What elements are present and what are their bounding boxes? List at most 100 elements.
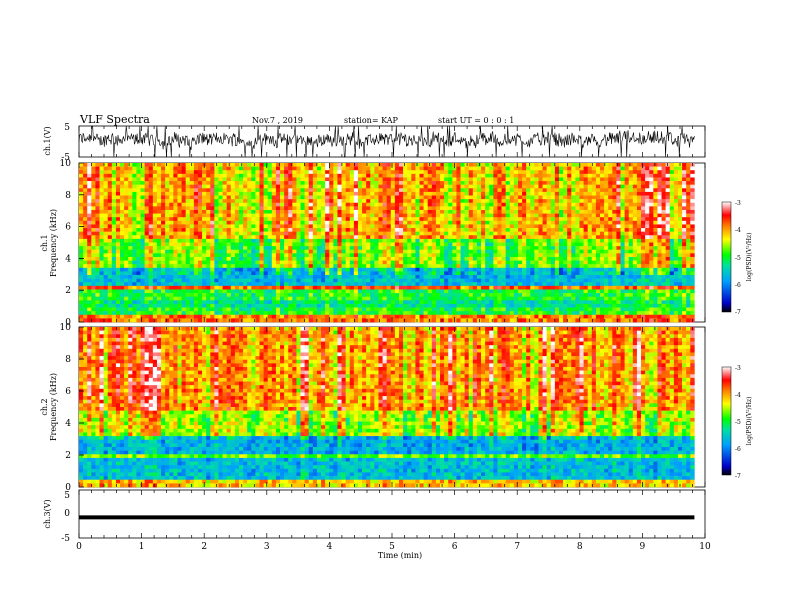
ch1-spectrogram-cell — [485, 249, 490, 254]
ch1-spectrogram-cell — [517, 249, 523, 254]
ch1-spectrogram-cell — [243, 188, 248, 193]
ch1-spectrogram-cell — [620, 256, 625, 261]
ch1-spectrogram-cell — [485, 224, 490, 229]
ch1-spectrogram-cell — [300, 173, 305, 178]
ch1-spectrogram-cell — [636, 235, 642, 240]
ch1-spectrogram-cell — [378, 238, 383, 243]
ch1-spectrogram-cell — [161, 224, 166, 229]
ch1-spectrogram-cell — [79, 235, 84, 240]
ch1-spectrogram-cell — [362, 163, 367, 167]
ch1-spectrogram-cell — [534, 209, 539, 214]
ch1-spectrogram-cell — [624, 209, 630, 214]
ch1-spectrogram-cell — [87, 264, 92, 269]
ch1-spectrogram-cell — [460, 246, 465, 251]
ch1-spectrogram-cell — [353, 209, 359, 214]
ch1-spectrogram-cell — [624, 238, 630, 243]
ch1-spectrogram-cell — [563, 224, 568, 229]
ch1-spectrogram-cell — [554, 202, 560, 207]
ch1-spectrogram-cell — [472, 177, 478, 182]
ch1-spectrogram-cell — [103, 220, 109, 225]
ch1-spectrogram-cell — [563, 220, 568, 225]
ch1-spectrogram-cell — [185, 166, 191, 171]
ch1-spectrogram-cell — [247, 238, 252, 243]
ch1-spectrogram-cell — [460, 249, 465, 254]
ch1-spectrogram-cell — [91, 191, 96, 196]
ch1-spectrogram-cell — [538, 235, 543, 240]
ch1-spectrogram-cell — [407, 271, 412, 276]
ch1-spectrogram-cell — [489, 249, 494, 254]
ch1-spectrogram-cell — [591, 184, 597, 189]
ch1-spectrogram-cell — [263, 220, 269, 225]
ch1-spectrogram-cell — [649, 228, 654, 232]
ch1-spectrogram-cell — [513, 264, 519, 269]
ch1-spectrogram-cell — [563, 177, 568, 182]
ch1-spectrogram-cell — [120, 242, 125, 247]
ch1-spectrogram-cell — [440, 220, 445, 225]
ch1-spectrogram-cell — [230, 209, 236, 214]
ch1-spectrogram-cell — [563, 228, 568, 232]
ch1-spectrogram-cell — [686, 217, 691, 222]
ch1-spectrogram-cell — [657, 235, 662, 240]
ch1-spectrogram-cell — [624, 271, 630, 276]
ch1-spectrogram-cell — [300, 217, 305, 222]
ch1-spectrogram-cell — [673, 242, 679, 247]
ch1-spectrogram-cell — [641, 256, 646, 261]
ch1-spectrogram-cell — [181, 231, 186, 236]
ch1-spectrogram-cell — [366, 217, 371, 222]
ch1-spectrogram-cell — [292, 224, 297, 229]
ch1-spectrogram-cell — [181, 181, 186, 185]
ch1-spectrogram-cell — [563, 213, 568, 218]
ch1-spectrogram-cell — [513, 191, 519, 196]
ch1-spectrogram-cell — [452, 246, 457, 251]
ch1-spectrogram-cell — [132, 260, 137, 265]
ch1-spectrogram-cell — [197, 278, 203, 283]
ch1-spectrogram-cell — [181, 282, 186, 287]
ch1-spectrogram-cell — [583, 260, 588, 265]
ch1-spectrogram-cell — [120, 166, 125, 171]
ch1-spectrogram-cell — [452, 231, 457, 236]
ch1-spectrogram-cell — [202, 177, 207, 182]
ch1-spectrogram-cell — [349, 224, 355, 229]
ch1-spectrogram-cell — [111, 184, 117, 189]
ch1-spectrogram-cell — [292, 202, 297, 207]
ch1-spectrogram-cell — [177, 220, 182, 225]
ch1-spectrogram-cell — [595, 246, 601, 251]
ch1-spectrogram-cell — [214, 231, 219, 236]
ch1-spectrogram-cell — [300, 228, 305, 232]
ch1-spectrogram-cell — [144, 238, 150, 243]
ch1-spectrogram-cell — [218, 202, 223, 207]
ch1-spectrogram-cell — [620, 238, 625, 243]
ch1-spectrogram-cell — [382, 202, 387, 207]
ch1-spectrogram-cell — [526, 278, 531, 283]
ch1-spectrogram-cell — [526, 235, 531, 240]
ch1-spectrogram-cell — [144, 209, 150, 214]
ch1-spectrogram-cell — [308, 184, 314, 189]
ch1-spectrogram-cell — [271, 188, 277, 193]
ch1-spectrogram-cell — [111, 249, 117, 254]
ch1-spectrogram-cell — [632, 253, 638, 258]
ch1-spectrogram-cell — [206, 256, 211, 261]
ch1-spectrogram-cell — [649, 170, 654, 175]
ch1-spectrogram-cell — [87, 256, 92, 261]
ch1-spectrogram-cell — [579, 170, 584, 175]
ch1-spectrogram-cell — [275, 253, 281, 258]
ch1-spectrogram-cell — [292, 238, 297, 243]
ch1-spectrogram-cell — [165, 246, 170, 251]
ch1-spectrogram-cell — [554, 220, 560, 225]
ch1-spectrogram-cell — [419, 199, 424, 204]
ch1-spectrogram-cell — [415, 256, 420, 261]
ch1-spectrogram-cell — [464, 275, 470, 279]
ch1-spectrogram-cell — [181, 238, 186, 243]
ch1-spectrogram-cell — [403, 224, 408, 229]
ch1-spectrogram-cell — [657, 246, 662, 251]
ch1-spectrogram-cell — [255, 278, 260, 283]
ch1-spectrogram-cell — [665, 235, 671, 240]
ch1-spectrogram-cell — [505, 220, 511, 225]
ch1-spectrogram-cell — [604, 206, 609, 211]
ch1-spectrogram-cell — [222, 220, 227, 225]
ch1-spectrogram-cell — [563, 166, 568, 171]
ch1-spectrogram-cell — [210, 173, 215, 178]
ch1-spectrogram-cell — [128, 228, 133, 232]
ch1-spectrogram-cell — [185, 278, 191, 283]
ch1-spectrogram-cell — [481, 242, 486, 247]
